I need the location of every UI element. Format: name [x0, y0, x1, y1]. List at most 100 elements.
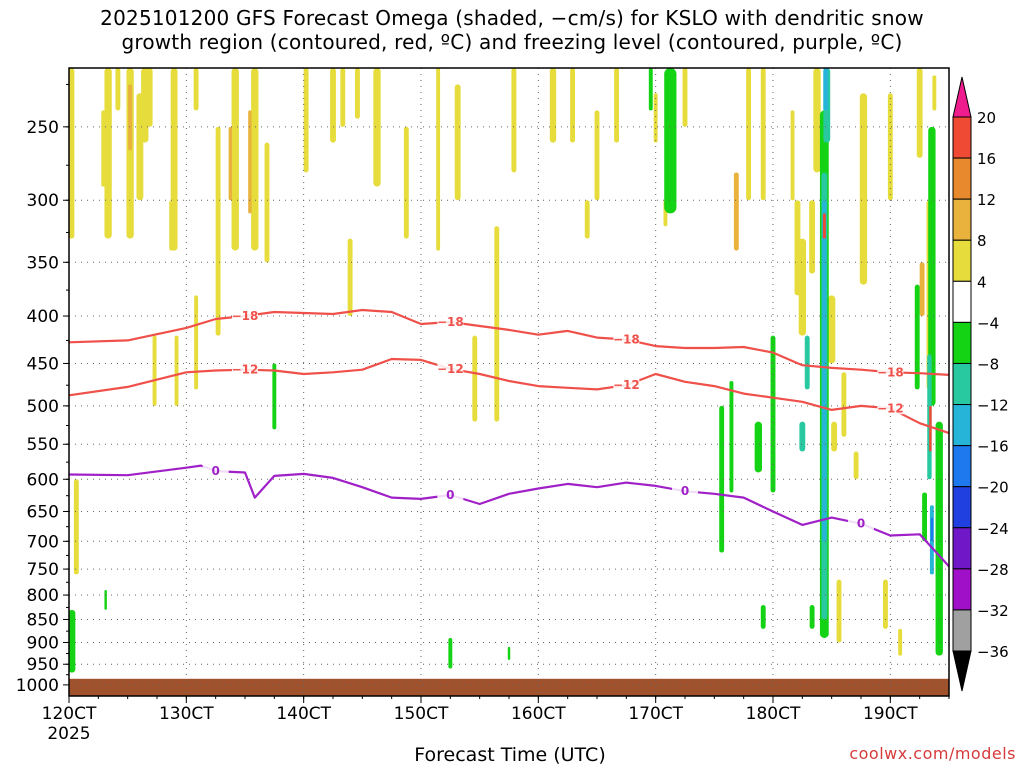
- shading-patch: [146, 68, 153, 127]
- contour-label-bg: [877, 400, 904, 415]
- contour-label: −18: [437, 315, 464, 329]
- below-ground-band: [69, 678, 949, 696]
- shading-patch: [733, 172, 739, 251]
- shading-patch: [594, 110, 600, 201]
- shading-patch: [330, 68, 336, 143]
- shading-patch: [831, 421, 838, 452]
- colorbar-bin: [952, 486, 972, 529]
- shading-patch: [770, 335, 776, 493]
- colorbar-label: −28: [977, 561, 1009, 579]
- shading-patch: [347, 238, 353, 317]
- y-tick-label: 900: [27, 633, 59, 653]
- shading-patch: [231, 68, 239, 251]
- shading-patch: [507, 646, 511, 660]
- x-tick-label: 190CT: [863, 704, 918, 724]
- shading-patch: [929, 405, 932, 452]
- colorbar-bin: [952, 321, 972, 364]
- shading-patch: [883, 579, 888, 629]
- shading-patch: [729, 380, 734, 493]
- shading-patch: [448, 637, 453, 669]
- x-axis-label: Forecast Time (UTC): [414, 744, 606, 766]
- shading-patch: [264, 142, 270, 263]
- contour-label: −12: [613, 378, 640, 392]
- shading-patch: [436, 68, 441, 251]
- colorbar-label: 8: [977, 232, 987, 250]
- shading-patch: [932, 75, 937, 111]
- shading-patch: [853, 451, 859, 480]
- shading-patch: [922, 492, 927, 542]
- shading-patch: [472, 335, 478, 422]
- contour-label: −12: [437, 362, 464, 376]
- x-tick-label: 130CT: [159, 704, 214, 724]
- contour-label-bg: [232, 308, 258, 323]
- colorbar-label: −12: [977, 397, 1009, 415]
- shading-patch: [511, 68, 517, 173]
- shading-patch: [798, 238, 806, 336]
- chart-title-line-2: growth region (contoured, red, ºC) and f…: [121, 30, 903, 54]
- shading-patch: [754, 421, 762, 473]
- y-tick-label: 750: [27, 560, 59, 580]
- contour-label-bg: [848, 515, 874, 530]
- shading-patch: [169, 200, 175, 251]
- contour-label: −18: [613, 332, 640, 346]
- contour-label: −18: [877, 365, 904, 379]
- contour-label-bg: [613, 377, 640, 392]
- colorbar-bin: [952, 157, 972, 200]
- shading-patch: [859, 93, 868, 285]
- shading-patch: [813, 68, 821, 173]
- contour-label: 0: [446, 488, 454, 502]
- shading-patch: [804, 335, 810, 390]
- contour-label: −12: [232, 363, 259, 377]
- colorbar-label: 20: [977, 109, 996, 127]
- y-tick-label: 250: [27, 118, 59, 138]
- x-tick-label: 160CT: [511, 704, 566, 724]
- colorbar-label: −36: [977, 643, 1009, 661]
- contour-label-bg: [202, 463, 229, 478]
- colorbar-label: 16: [977, 150, 996, 168]
- shading-patch: [303, 68, 309, 173]
- shading-patch: [248, 110, 252, 214]
- y-tick-label: 650: [27, 502, 59, 522]
- colorbar-label: 4: [977, 273, 987, 291]
- contour-label-bg: [437, 360, 464, 375]
- y-tick-label: 400: [27, 307, 59, 327]
- shading-patch: [454, 84, 461, 201]
- shading-patch: [272, 363, 277, 430]
- shading-patch: [104, 68, 112, 239]
- shading-patch: [340, 68, 346, 127]
- contour-label-bg: [437, 487, 464, 502]
- y-tick-label: 550: [27, 435, 59, 455]
- contour-line: [68, 357, 950, 435]
- contour-label-bg: [437, 314, 464, 329]
- colorbar-bin: [952, 609, 972, 652]
- shading-patch: [570, 68, 575, 143]
- shading-patch: [403, 126, 409, 239]
- y-tick-label: 350: [27, 253, 59, 273]
- colorbar-bin: [952, 568, 972, 611]
- shading-patch: [115, 68, 121, 111]
- shading-patch: [828, 295, 836, 364]
- shading-patch: [809, 604, 815, 629]
- shading-patch: [916, 68, 923, 158]
- y-tick-label: 700: [27, 532, 59, 552]
- shading-patch: [549, 68, 557, 143]
- chart-title-line-1: 2025101200 GFS Forecast Omega (shaded, −…: [100, 6, 924, 30]
- shading-patch: [68, 68, 75, 239]
- shading-patch: [152, 335, 157, 406]
- shading-patch: [919, 262, 925, 317]
- colorbar-bin: [952, 527, 972, 570]
- contour-label-bg: [232, 361, 258, 376]
- shading-patch: [841, 372, 847, 437]
- shading-patch: [790, 110, 795, 201]
- y-tick-label: 450: [27, 354, 59, 374]
- contour-label: −12: [877, 401, 904, 415]
- shading-patch: [935, 421, 943, 656]
- y-tick-label: 300: [27, 191, 59, 211]
- colorbar: 20 16 12 8 4 −4 −8 −12 −16 −20 −24 −28 −32 −36: [952, 76, 1009, 692]
- x-tick-label: 120CT: [42, 704, 97, 724]
- contour-line: [68, 464, 950, 568]
- shading-patch: [174, 335, 179, 406]
- shading-patch: [823, 68, 829, 111]
- contour-label: 0: [211, 464, 219, 478]
